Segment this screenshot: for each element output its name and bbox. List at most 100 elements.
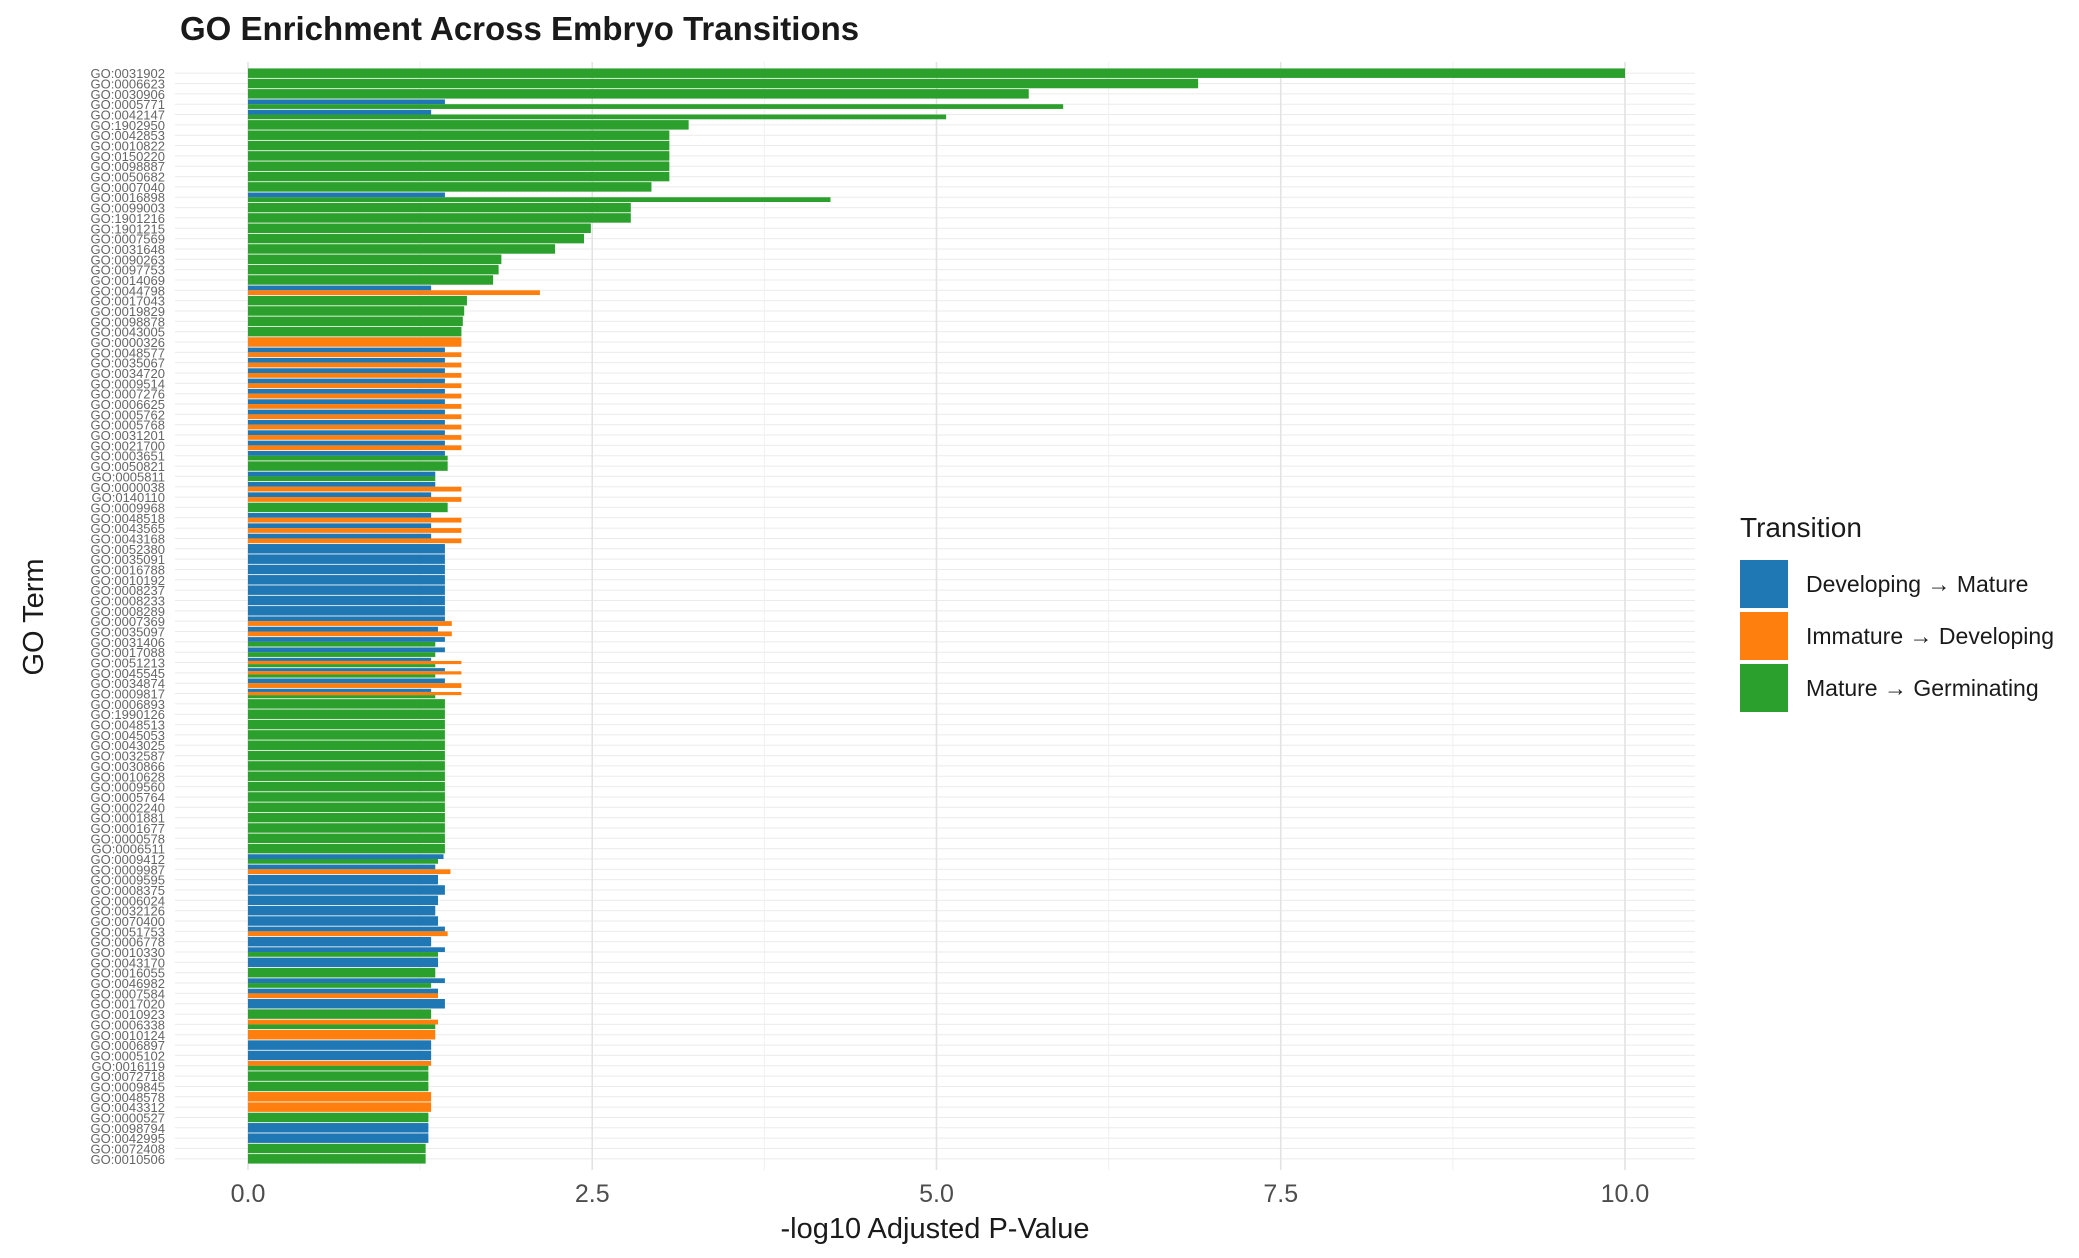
chart-title: GO Enrichment Across Embryo Transitions xyxy=(180,10,860,47)
bar xyxy=(248,316,463,327)
bar xyxy=(248,874,439,885)
y-tick-label: GO:0016055 xyxy=(91,966,165,981)
y-tick-label: GO:0031648 xyxy=(91,242,165,257)
legend-item-developing-mature: Developing → Mature xyxy=(1740,558,2054,610)
bar xyxy=(248,554,445,564)
bar xyxy=(248,409,445,415)
bar xyxy=(248,1071,429,1081)
y-tick-label: GO:0098878 xyxy=(91,314,165,329)
bar xyxy=(248,1029,436,1040)
bar xyxy=(248,461,448,471)
bar xyxy=(248,285,432,291)
bar xyxy=(248,1154,426,1164)
y-tick-label: GO:0006893 xyxy=(91,697,165,712)
bar xyxy=(248,1024,436,1030)
y-tick-label: GO:0007369 xyxy=(91,614,165,629)
bar xyxy=(248,78,1199,89)
bar xyxy=(248,671,462,675)
bar xyxy=(248,68,1625,78)
bar xyxy=(248,885,445,895)
y-tick-label: GO:0009560 xyxy=(91,780,165,795)
bar xyxy=(248,486,462,492)
bar xyxy=(248,606,445,616)
bar xyxy=(248,233,584,244)
y-tick-label: GO:0045545 xyxy=(91,666,165,681)
y-tick-label: GO:0003651 xyxy=(91,449,165,464)
y-tick-label: GO:0052380 xyxy=(91,542,165,557)
bar xyxy=(248,750,445,761)
y-tick-label: GO:0010506 xyxy=(91,1152,165,1167)
bar xyxy=(248,104,1064,109)
bar xyxy=(248,419,445,425)
y-tick-label: GO:0048513 xyxy=(91,718,165,733)
y-tick-label: GO:0050821 xyxy=(91,459,165,474)
y-tick-label: GO:0007276 xyxy=(91,387,165,402)
bar xyxy=(248,854,444,859)
bar xyxy=(248,435,462,440)
y-tick-label: GO:0051213 xyxy=(91,656,165,671)
bar xyxy=(248,678,445,684)
y-tick-label: GO:0034720 xyxy=(91,366,165,381)
bar xyxy=(248,993,439,999)
bar xyxy=(248,373,462,378)
bar xyxy=(248,151,670,161)
bar xyxy=(248,1061,432,1066)
bar xyxy=(248,869,451,875)
bar xyxy=(248,595,445,606)
bar xyxy=(248,719,445,730)
y-tick-label: GO:0042995 xyxy=(91,1131,165,1146)
y-tick-label: GO:0017088 xyxy=(91,645,165,660)
y-tick-label: GO:0140110 xyxy=(92,490,165,505)
y-tick-label: GO:0010822 xyxy=(91,139,165,154)
y-tick-label: GO:0010923 xyxy=(91,1007,165,1022)
bar xyxy=(248,626,439,632)
bar xyxy=(248,326,462,337)
bar xyxy=(248,1102,432,1112)
y-tick-label: GO:0032126 xyxy=(91,904,165,919)
bar xyxy=(248,664,436,668)
y-tick-label: GO:0016788 xyxy=(91,562,165,577)
bar xyxy=(248,585,445,595)
y-tick-label: GO:0005771 xyxy=(91,97,165,112)
bar xyxy=(248,213,631,223)
bar xyxy=(248,450,445,456)
x-tick-label: 7.5 xyxy=(1263,1180,1298,1208)
bar xyxy=(248,140,670,151)
y-tick-label: GO:0009514 xyxy=(91,376,165,391)
y-tick-label: GO:0046982 xyxy=(91,976,165,991)
bar xyxy=(248,616,445,622)
y-tick-label: GO:0098794 xyxy=(91,1121,165,1136)
bar xyxy=(248,695,436,699)
y-tick-label: GO:0009845 xyxy=(91,1079,165,1094)
bar xyxy=(248,823,445,833)
bar xyxy=(248,631,452,637)
y-tick-label: GO:0000527 xyxy=(91,1110,165,1125)
y-tick-label: GO:1901215 xyxy=(91,221,165,236)
y-tick-label: GO:0048518 xyxy=(91,511,165,526)
y-tick-label: GO:0035091 xyxy=(91,552,165,567)
bar xyxy=(248,197,831,203)
y-tick-label: GO:0043025 xyxy=(91,738,165,753)
y-tick-label: GO:0044798 xyxy=(91,283,165,298)
y-tick-label: GO:0150220 xyxy=(91,149,165,164)
y-tick-label: GO:0009412 xyxy=(91,852,165,867)
bar xyxy=(248,1009,432,1019)
y-tick-label: GO:0043312 xyxy=(91,1100,165,1115)
bar xyxy=(248,393,462,399)
bar xyxy=(248,952,439,957)
legend-label: Developing → Mature xyxy=(1806,570,2029,597)
y-tick-label: GO:0009817 xyxy=(91,687,165,702)
bar xyxy=(248,564,445,575)
bar xyxy=(248,967,436,978)
y-tick-label: GO:0010330 xyxy=(91,945,165,960)
bar xyxy=(248,699,445,709)
bar xyxy=(248,404,462,409)
bar xyxy=(248,528,462,533)
y-axis-label: GO Term xyxy=(18,558,50,675)
bar xyxy=(248,674,436,678)
bar xyxy=(248,192,445,198)
bar xyxy=(248,424,462,430)
bar xyxy=(248,440,445,446)
y-tick-label: GO:0050682 xyxy=(91,170,165,185)
y-tick-label: GO:0042147 xyxy=(91,108,165,123)
